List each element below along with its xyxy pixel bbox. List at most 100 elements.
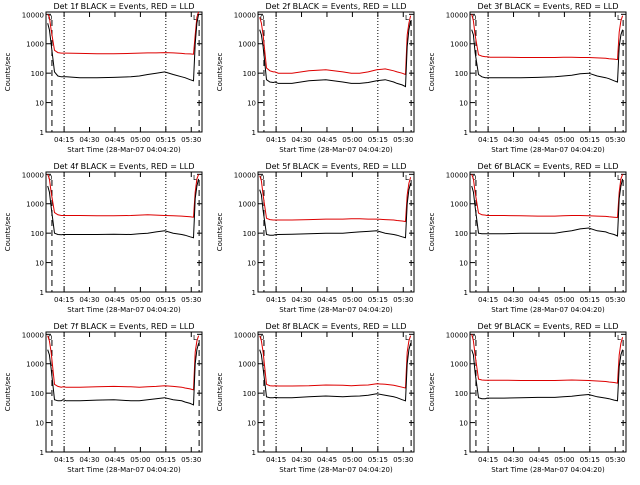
y-tick-label: 100: [243, 390, 256, 398]
corner-mark-left: 0: [472, 334, 476, 342]
corner-mark-right: L: [193, 14, 197, 22]
y-tick-label: 10000: [234, 171, 256, 179]
panel-title: Det 6f BLACK = Events, RED = LLD: [477, 162, 618, 171]
y-tick-label: 100: [31, 70, 44, 78]
x-axis-label: Start Time (28-Mar-07 04:04:20): [67, 466, 181, 474]
x-tick-label: 04:15: [54, 136, 74, 144]
x-tick-label: 04:30: [291, 296, 311, 304]
x-tick-label: 05:15: [580, 456, 600, 464]
series-line-lld: [259, 335, 412, 389]
x-tick-label: 04:15: [54, 296, 74, 304]
x-tick-label: 05:15: [156, 296, 176, 304]
y-tick-label: 10000: [22, 11, 44, 19]
y-tick-label: 1000: [238, 41, 256, 49]
y-tick-label: 10: [459, 420, 468, 428]
x-axis-label: Start Time (28-Mar-07 04:04:20): [279, 146, 393, 154]
corner-mark-left: 0: [260, 334, 264, 342]
panel-title: Det 4f BLACK = Events, RED = LLD: [53, 162, 194, 171]
plot-frame: [257, 171, 415, 293]
y-tick-label: 10000: [22, 331, 44, 339]
x-axis-label: Start Time (28-Mar-07 04:04:20): [67, 306, 181, 314]
x-tick-label: 04:30: [291, 456, 311, 464]
x-tick-label: 05:30: [181, 456, 201, 464]
y-tick-label: 1000: [238, 201, 256, 209]
x-tick-label: 04:30: [291, 136, 311, 144]
y-tick-label: 1000: [450, 41, 468, 49]
y-tick-label: 100: [455, 70, 468, 78]
detector-panel-2: Det 2f BLACK = Events, RED = LLD 1 10 100 10…: [216, 2, 415, 154]
y-tick-label: 10000: [234, 11, 256, 19]
y-tick-label: 1: [40, 129, 44, 137]
y-tick-label: 10000: [446, 171, 468, 179]
y-tick-label: 10: [459, 260, 468, 268]
y-axis-label: Counts/sec: [216, 213, 224, 252]
y-tick-label: 1: [40, 449, 44, 457]
y-tick-label: 10000: [446, 11, 468, 19]
x-tick-label: 05:30: [605, 136, 625, 144]
corner-mark-left: 0: [472, 174, 476, 182]
corner-mark-right: L: [193, 174, 197, 182]
x-axis-label: Start Time (28-Mar-07 04:04:20): [491, 306, 605, 314]
plot-frame: [469, 171, 627, 293]
x-tick-label: 04:15: [54, 456, 74, 464]
y-tick-label: 1: [252, 289, 256, 297]
corner-mark-right: L: [193, 334, 197, 342]
detector-panel-8: Det 8f BLACK = Events, RED = LLD 1 10 100 10…: [216, 322, 415, 474]
series-line-events: [471, 178, 624, 237]
detector-panel-3: Det 3f BLACK = Events, RED = LLD 1 10 100 10…: [428, 2, 627, 154]
y-tick-label: 10: [35, 100, 44, 108]
x-tick-label: 05:15: [580, 136, 600, 144]
detector-panel-7: Det 7f BLACK = Events, RED = LLD 1 10 100 10…: [4, 322, 203, 474]
y-axis-label: Counts/sec: [216, 373, 224, 412]
x-tick-label: 04:15: [266, 136, 286, 144]
y-tick-label: 1: [252, 449, 256, 457]
corner-mark-right: L: [405, 334, 409, 342]
detector-panel-4: Det 4f BLACK = Events, RED = LLD 1 10 100 10…: [4, 162, 203, 314]
x-tick-label: 04:30: [503, 456, 523, 464]
plot-frame: [257, 11, 415, 133]
detector-panel-9: Det 9f BLACK = Events, RED = LLD 1 10 100 10…: [428, 322, 627, 474]
x-tick-label: 04:45: [105, 456, 125, 464]
y-axis-label: Counts/sec: [216, 53, 224, 92]
detector-panel-1: Det 1f BLACK = Events, RED = LLD 1 10 100 10…: [4, 2, 203, 154]
x-tick-label: 05:30: [181, 296, 201, 304]
panel-title: Det 8f BLACK = Events, RED = LLD: [265, 322, 406, 331]
x-tick-label: 04:45: [317, 296, 337, 304]
panel-title: Det 5f BLACK = Events, RED = LLD: [265, 162, 406, 171]
corner-mark-left: 0: [48, 14, 52, 22]
x-tick-label: 05:15: [368, 136, 388, 144]
series-line-events: [471, 349, 624, 402]
y-tick-label: 100: [243, 230, 256, 238]
series-line-lld: [259, 15, 412, 76]
x-tick-label: 05:30: [605, 456, 625, 464]
y-axis-label: Counts/sec: [4, 373, 12, 412]
series-line-events: [47, 14, 200, 82]
y-tick-label: 100: [455, 230, 468, 238]
y-tick-label: 1000: [26, 201, 44, 209]
x-tick-label: 04:45: [529, 456, 549, 464]
y-tick-label: 1: [252, 129, 256, 137]
series-line-events: [259, 20, 412, 88]
x-tick-label: 04:30: [79, 296, 99, 304]
y-tick-label: 10: [247, 420, 256, 428]
y-tick-label: 100: [243, 70, 256, 78]
y-tick-label: 10: [247, 100, 256, 108]
series-line-events: [47, 343, 200, 406]
x-tick-label: 04:15: [478, 296, 498, 304]
x-tick-label: 05:00: [130, 296, 150, 304]
x-tick-label: 04:30: [79, 136, 99, 144]
plot-frame: [469, 331, 627, 453]
series-line-lld: [471, 334, 624, 384]
corner-mark-right: L: [617, 174, 621, 182]
x-tick-label: 05:30: [605, 296, 625, 304]
x-tick-label: 05:15: [368, 456, 388, 464]
x-tick-label: 05:30: [393, 136, 413, 144]
x-tick-label: 04:45: [529, 296, 549, 304]
series-line-lld: [47, 335, 200, 391]
panel-title: Det 3f BLACK = Events, RED = LLD: [477, 2, 618, 11]
x-tick-label: 05:00: [342, 456, 362, 464]
panel-title: Det 7f BLACK = Events, RED = LLD: [53, 322, 194, 331]
y-tick-label: 10000: [22, 171, 44, 179]
